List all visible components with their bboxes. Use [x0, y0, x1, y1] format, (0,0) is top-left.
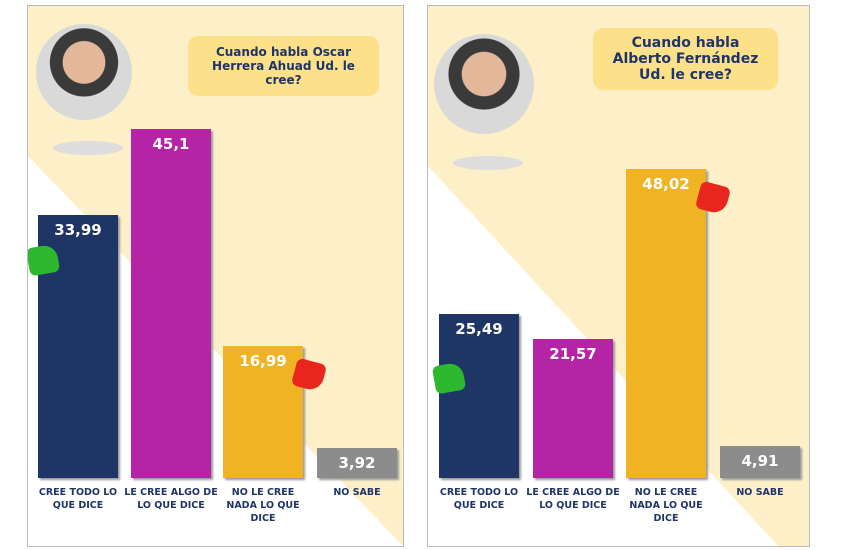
value-label: 3,92 [338, 453, 376, 472]
chart-title: Cuando habla Alberto Fernández Ud. le cr… [593, 28, 778, 90]
value-label: 4,91 [741, 452, 779, 471]
bar [317, 447, 397, 478]
bar [131, 128, 211, 478]
photo [434, 34, 534, 134]
category-label: NO LE CREE NADA LO QUE DICE [226, 487, 300, 524]
value-label: 25,49 [455, 320, 503, 339]
background [28, 6, 403, 546]
shadow [453, 156, 523, 170]
value-label: 33,99 [54, 220, 102, 239]
photo [36, 24, 132, 120]
bar [626, 169, 706, 478]
bar [720, 446, 800, 478]
chart-title: Cuando habla Oscar Herrera Ahuad Ud. le … [188, 36, 379, 96]
category-label: NO SABE [333, 487, 381, 498]
category-label: CREE TODO LO QUE DICE [38, 487, 118, 511]
category-label: CREE TODO LO QUE DICE [439, 487, 519, 511]
value-label: 21,57 [549, 345, 597, 364]
bar [223, 346, 303, 478]
category-label: LE CREE ALGO DE LO QUE DICE [526, 487, 620, 511]
shadow [53, 141, 123, 155]
value-label: 48,02 [642, 175, 690, 194]
value-label: 45,1 [152, 134, 190, 153]
category-label: NO SABE [736, 487, 784, 498]
category-label: NO LE CREE NADA LO QUE DICE [629, 487, 703, 524]
bar [439, 314, 519, 478]
category-label: LE CREE ALGO DE LO QUE DICE [124, 487, 218, 511]
background [428, 6, 809, 546]
panel: Cuando habla Alberto Fernández Ud. le cr… [427, 5, 810, 547]
panel: Cuando habla Oscar Herrera Ahuad Ud. le … [27, 5, 404, 547]
value-label: 16,99 [239, 352, 287, 371]
bar [533, 339, 613, 478]
